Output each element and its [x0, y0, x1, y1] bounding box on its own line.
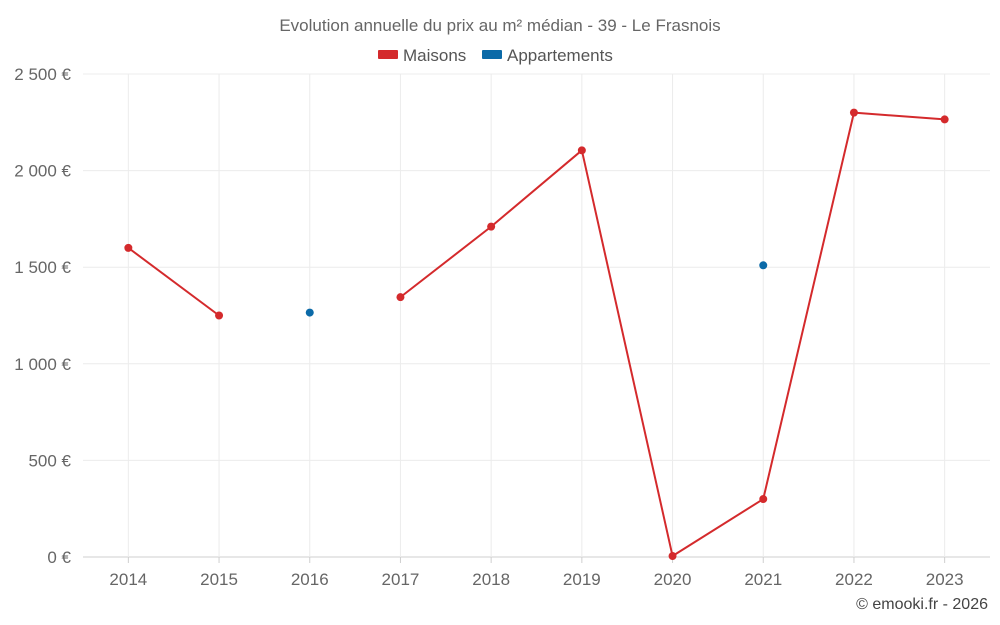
- x-axis-ticks: 2014 2015 2016 2017 2018 2019 2020 2021 2022 2023: [109, 557, 964, 589]
- y-tick-label: 2 000 €: [14, 162, 71, 181]
- x-tick-label: 2015: [200, 570, 238, 589]
- y-tick-label: 2 500 €: [14, 65, 71, 84]
- data-point-maisons-2023[interactable]: [940, 115, 949, 124]
- data-point-maisons-2021[interactable]: [759, 495, 768, 504]
- x-tick-label: 2014: [109, 570, 147, 589]
- legend-swatch-appartements: [482, 50, 502, 59]
- credit-text: © emooki.fr - 2026: [856, 596, 988, 613]
- y-tick-label: 0 €: [47, 548, 71, 567]
- data-point-appartements-2016[interactable]: [305, 308, 314, 317]
- series-line-maisons: [127, 247, 220, 317]
- legend[interactable]: Maisons Appartements: [378, 46, 613, 65]
- data-point-appartements-2021[interactable]: [759, 261, 768, 270]
- chart-title: Evolution annuelle du prix au m² médian …: [279, 16, 720, 35]
- y-axis-ticks: 0 € 500 € 1 000 € 1 500 € 2 000 € 2 500 €: [14, 65, 71, 567]
- y-tick-label: 1 500 €: [14, 258, 71, 277]
- data-point-maisons-2022[interactable]: [849, 108, 858, 117]
- data-point-maisons-2018[interactable]: [487, 222, 496, 231]
- x-tick-label: 2019: [563, 570, 601, 589]
- y-tick-label: 500 €: [28, 451, 71, 470]
- legend-label-maisons[interactable]: Maisons: [403, 46, 466, 65]
- x-tick-label: 2023: [926, 570, 964, 589]
- x-tick-label: 2017: [382, 570, 420, 589]
- series: [124, 108, 949, 561]
- y-tick-label: 1 000 €: [14, 355, 71, 374]
- data-point-maisons-2014[interactable]: [124, 243, 133, 252]
- legend-swatch-maisons: [378, 50, 398, 59]
- data-point-maisons-2020[interactable]: [668, 552, 677, 561]
- x-tick-label: 2018: [472, 570, 510, 589]
- data-point-maisons-2015[interactable]: [215, 311, 224, 320]
- legend-label-appartements[interactable]: Appartements: [507, 46, 613, 65]
- x-tick-label: 2016: [291, 570, 329, 589]
- data-point-maisons-2017[interactable]: [396, 293, 405, 302]
- data-point-maisons-2019[interactable]: [577, 146, 586, 155]
- x-tick-label: 2021: [744, 570, 782, 589]
- x-tick-label: 2022: [835, 570, 873, 589]
- x-tick-label: 2020: [654, 570, 692, 589]
